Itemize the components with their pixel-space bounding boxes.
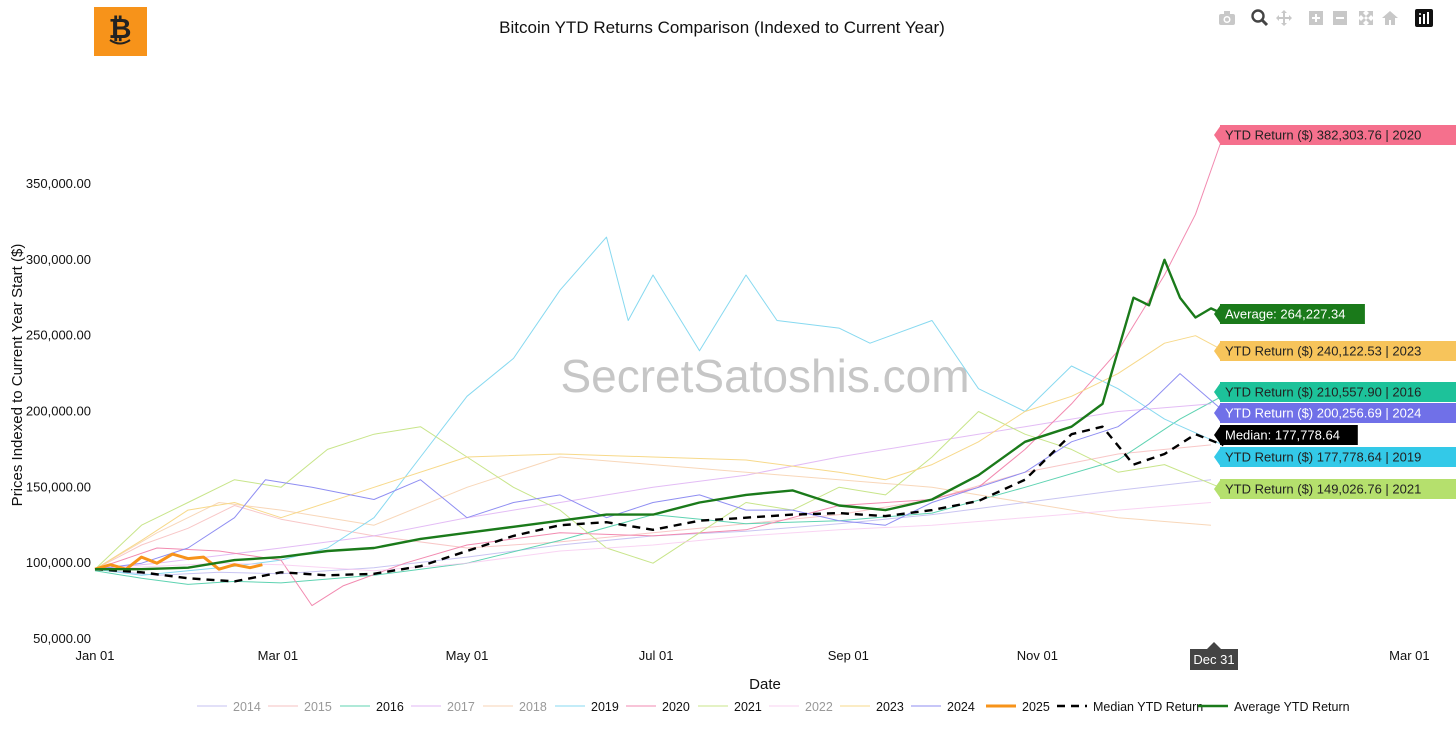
x-tick-label: Jul 01 bbox=[639, 648, 674, 663]
series-line bbox=[94, 411, 1224, 570]
zoom-out-icon[interactable] bbox=[1330, 8, 1350, 28]
end-annotation: YTD Return ($) 210,557.90 | 2016 bbox=[1214, 382, 1456, 402]
series-line bbox=[94, 403, 1212, 570]
end-annotation-label: YTD Return ($) 149,026.76 | 2021 bbox=[1225, 482, 1421, 497]
end-annotation: Median: 177,778.64 bbox=[1214, 425, 1358, 445]
end-annotation: YTD Return ($) 177,778.64 | 2019 bbox=[1214, 447, 1456, 467]
x-axis-title: Date bbox=[749, 676, 781, 693]
series-line bbox=[94, 236, 1224, 576]
legend-item[interactable]: 2024 bbox=[911, 700, 975, 714]
hover-date-label: Dec 31 bbox=[1193, 652, 1234, 667]
x-axis-ticks: Jan 01 Mar 01 May 01 Jul 01 Sep 01 Nov 01 Mar … bbox=[75, 648, 1429, 663]
legend-item[interactable]: 2017 bbox=[411, 700, 475, 714]
reset-axes-icon[interactable] bbox=[1380, 8, 1400, 28]
legend-item[interactable]: 2022 bbox=[769, 700, 833, 714]
legend-item[interactable]: 2018 bbox=[483, 700, 547, 714]
end-annotation-label: Median: 177,778.64 bbox=[1225, 428, 1340, 443]
legend-item[interactable]: 2016 bbox=[340, 700, 404, 714]
zoom-in-icon[interactable] bbox=[1306, 8, 1326, 28]
svg-text:₿: ₿ bbox=[109, 13, 132, 44]
modebar bbox=[1210, 8, 1440, 30]
zoom-icon[interactable] bbox=[1250, 8, 1270, 28]
autoscale-icon[interactable] bbox=[1356, 8, 1376, 28]
legend-label: 2023 bbox=[876, 700, 904, 714]
legend-label: 2016 bbox=[376, 700, 404, 714]
legend-item[interactable]: Median YTD Return bbox=[1057, 700, 1203, 714]
series-line bbox=[94, 444, 1212, 570]
legend-item[interactable]: 2014 bbox=[197, 700, 261, 714]
legend-label: 2020 bbox=[662, 700, 690, 714]
pan-icon[interactable] bbox=[1274, 8, 1294, 28]
y-tick-label: 350,000.00 bbox=[26, 176, 91, 191]
legend-label: Median YTD Return bbox=[1093, 700, 1203, 714]
legend-label: 2025 bbox=[1022, 700, 1050, 714]
legend: 2014 2015 2016 2017 2018 2019 2020 2021 2022 2023… bbox=[197, 700, 1350, 714]
series-line bbox=[94, 395, 1224, 585]
legend-item[interactable]: 2019 bbox=[555, 700, 619, 714]
end-annotations: YTD Return ($) 382,303.76 | 2020 Average:… bbox=[1214, 125, 1456, 499]
end-annotation: YTD Return ($) 149,026.76 | 2021 bbox=[1214, 479, 1456, 499]
legend-label: 2021 bbox=[734, 700, 762, 714]
legend-label: 2022 bbox=[805, 700, 833, 714]
y-tick-label: 50,000.00 bbox=[33, 631, 91, 646]
legend-label: 2017 bbox=[447, 700, 475, 714]
x-tick-label: Nov 01 bbox=[1017, 648, 1058, 663]
y-tick-label: 200,000.00 bbox=[26, 403, 91, 418]
series-line bbox=[94, 502, 1212, 572]
end-annotation: YTD Return ($) 382,303.76 | 2020 bbox=[1214, 125, 1456, 145]
camera-icon[interactable] bbox=[1217, 8, 1237, 28]
x-tick-label: Sep 01 bbox=[828, 648, 869, 663]
legend-item[interactable]: 2023 bbox=[840, 700, 904, 714]
y-tick-label: 150,000.00 bbox=[26, 479, 91, 494]
end-annotation-label: YTD Return ($) 382,303.76 | 2020 bbox=[1225, 128, 1421, 143]
chart-lines bbox=[94, 134, 1224, 607]
hover-label: Dec 31 bbox=[1190, 642, 1238, 670]
end-annotation: YTD Return ($) 200,256.69 | 2024 bbox=[1214, 403, 1456, 423]
legend-item[interactable]: 2025 bbox=[986, 700, 1050, 714]
end-annotation-label: YTD Return ($) 210,557.90 | 2016 bbox=[1225, 385, 1421, 400]
legend-label: 2018 bbox=[519, 700, 547, 714]
legend-item[interactable]: 2015 bbox=[268, 700, 332, 714]
legend-label: 2015 bbox=[304, 700, 332, 714]
legend-label: 2024 bbox=[947, 700, 975, 714]
y-tick-label: 300,000.00 bbox=[26, 252, 91, 267]
series-line bbox=[94, 456, 1212, 570]
end-annotation: Average: 264,227.34 bbox=[1214, 304, 1365, 324]
legend-label: Average YTD Return bbox=[1234, 700, 1350, 714]
plotly-logo-icon[interactable] bbox=[1414, 8, 1434, 28]
x-tick-label: Mar 01 bbox=[1389, 648, 1429, 663]
x-tick-label: Jan 01 bbox=[75, 648, 114, 663]
legend-item[interactable]: 2021 bbox=[698, 700, 762, 714]
x-tick-label: May 01 bbox=[446, 648, 489, 663]
series-line bbox=[94, 373, 1224, 570]
y-axis-ticks: 50,000.00 100,000.00 150,000.00 200,000.00 2… bbox=[26, 176, 91, 646]
x-tick-label: Mar 01 bbox=[258, 648, 298, 663]
legend-item[interactable]: Average YTD Return bbox=[1198, 700, 1350, 714]
end-annotation: YTD Return ($) 240,122.53 | 2023 bbox=[1214, 341, 1456, 361]
legend-label: 2019 bbox=[591, 700, 619, 714]
end-annotation-label: YTD Return ($) 177,778.64 | 2019 bbox=[1225, 450, 1421, 465]
series-line bbox=[95, 258, 1224, 571]
series-line bbox=[94, 425, 1224, 583]
y-axis-title: Prices Indexed to Current Year Start ($) bbox=[9, 244, 26, 507]
chart-title: Bitcoin YTD Returns Comparison (Indexed … bbox=[499, 18, 945, 37]
bitcoin-logo: ₿ bbox=[94, 7, 147, 56]
end-annotation-label: Average: 264,227.34 bbox=[1225, 307, 1345, 322]
y-tick-label: 250,000.00 bbox=[26, 328, 91, 343]
series-line bbox=[94, 479, 1212, 576]
legend-item[interactable]: 2020 bbox=[626, 700, 690, 714]
y-tick-label: 100,000.00 bbox=[26, 555, 91, 570]
legend-label: 2014 bbox=[233, 700, 261, 714]
end-annotation-label: YTD Return ($) 240,122.53 | 2023 bbox=[1225, 344, 1421, 359]
end-annotation-label: YTD Return ($) 200,256.69 | 2024 bbox=[1225, 406, 1421, 421]
watermark: SecretSatoshis.com bbox=[560, 350, 969, 402]
